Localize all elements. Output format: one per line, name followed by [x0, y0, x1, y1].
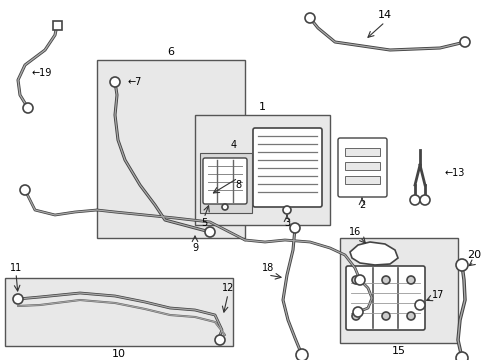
Text: 15: 15	[391, 346, 405, 356]
Text: 4: 4	[230, 140, 237, 150]
FancyBboxPatch shape	[252, 128, 321, 207]
Circle shape	[352, 307, 362, 317]
FancyBboxPatch shape	[203, 158, 246, 204]
Circle shape	[455, 352, 467, 360]
Text: 16: 16	[348, 227, 360, 237]
Text: 12: 12	[222, 283, 234, 293]
FancyBboxPatch shape	[346, 266, 424, 330]
Circle shape	[419, 195, 429, 205]
Circle shape	[215, 335, 224, 345]
Bar	[5, 278, 232, 346]
Circle shape	[354, 275, 364, 285]
Text: 1: 1	[258, 102, 265, 112]
Circle shape	[204, 227, 215, 237]
Circle shape	[305, 13, 314, 23]
Text: 9: 9	[192, 243, 198, 253]
Circle shape	[295, 349, 307, 360]
Circle shape	[20, 185, 30, 195]
Text: 3: 3	[284, 218, 289, 228]
Circle shape	[110, 77, 120, 87]
Text: 18: 18	[262, 263, 274, 273]
Polygon shape	[349, 242, 397, 265]
Text: 6: 6	[167, 47, 174, 57]
Bar	[52, 21, 61, 30]
Text: 17: 17	[431, 290, 443, 300]
Circle shape	[459, 37, 469, 47]
Bar	[339, 238, 457, 343]
Bar	[345, 176, 379, 184]
Circle shape	[23, 103, 33, 113]
Circle shape	[283, 206, 290, 214]
Text: ←7: ←7	[127, 77, 142, 87]
Circle shape	[406, 312, 414, 320]
Text: 10: 10	[112, 349, 126, 359]
Circle shape	[455, 259, 467, 271]
Circle shape	[381, 276, 389, 284]
Circle shape	[414, 300, 424, 310]
Circle shape	[13, 294, 23, 304]
Circle shape	[409, 195, 419, 205]
Circle shape	[289, 223, 299, 233]
Circle shape	[381, 312, 389, 320]
Text: 11: 11	[10, 263, 22, 273]
Circle shape	[351, 276, 359, 284]
Circle shape	[406, 276, 414, 284]
Text: 5: 5	[201, 218, 207, 228]
Bar	[200, 153, 251, 213]
Text: 8: 8	[234, 180, 241, 190]
Bar	[195, 115, 329, 225]
Bar	[345, 162, 379, 170]
Circle shape	[351, 312, 359, 320]
FancyBboxPatch shape	[337, 138, 386, 197]
Circle shape	[222, 204, 227, 210]
Text: 20: 20	[466, 250, 480, 260]
Text: 2: 2	[358, 200, 365, 210]
Text: ←13: ←13	[444, 168, 464, 178]
Bar	[97, 60, 244, 238]
Bar	[345, 148, 379, 156]
Text: ←19: ←19	[32, 68, 52, 78]
Text: 14: 14	[377, 10, 391, 20]
